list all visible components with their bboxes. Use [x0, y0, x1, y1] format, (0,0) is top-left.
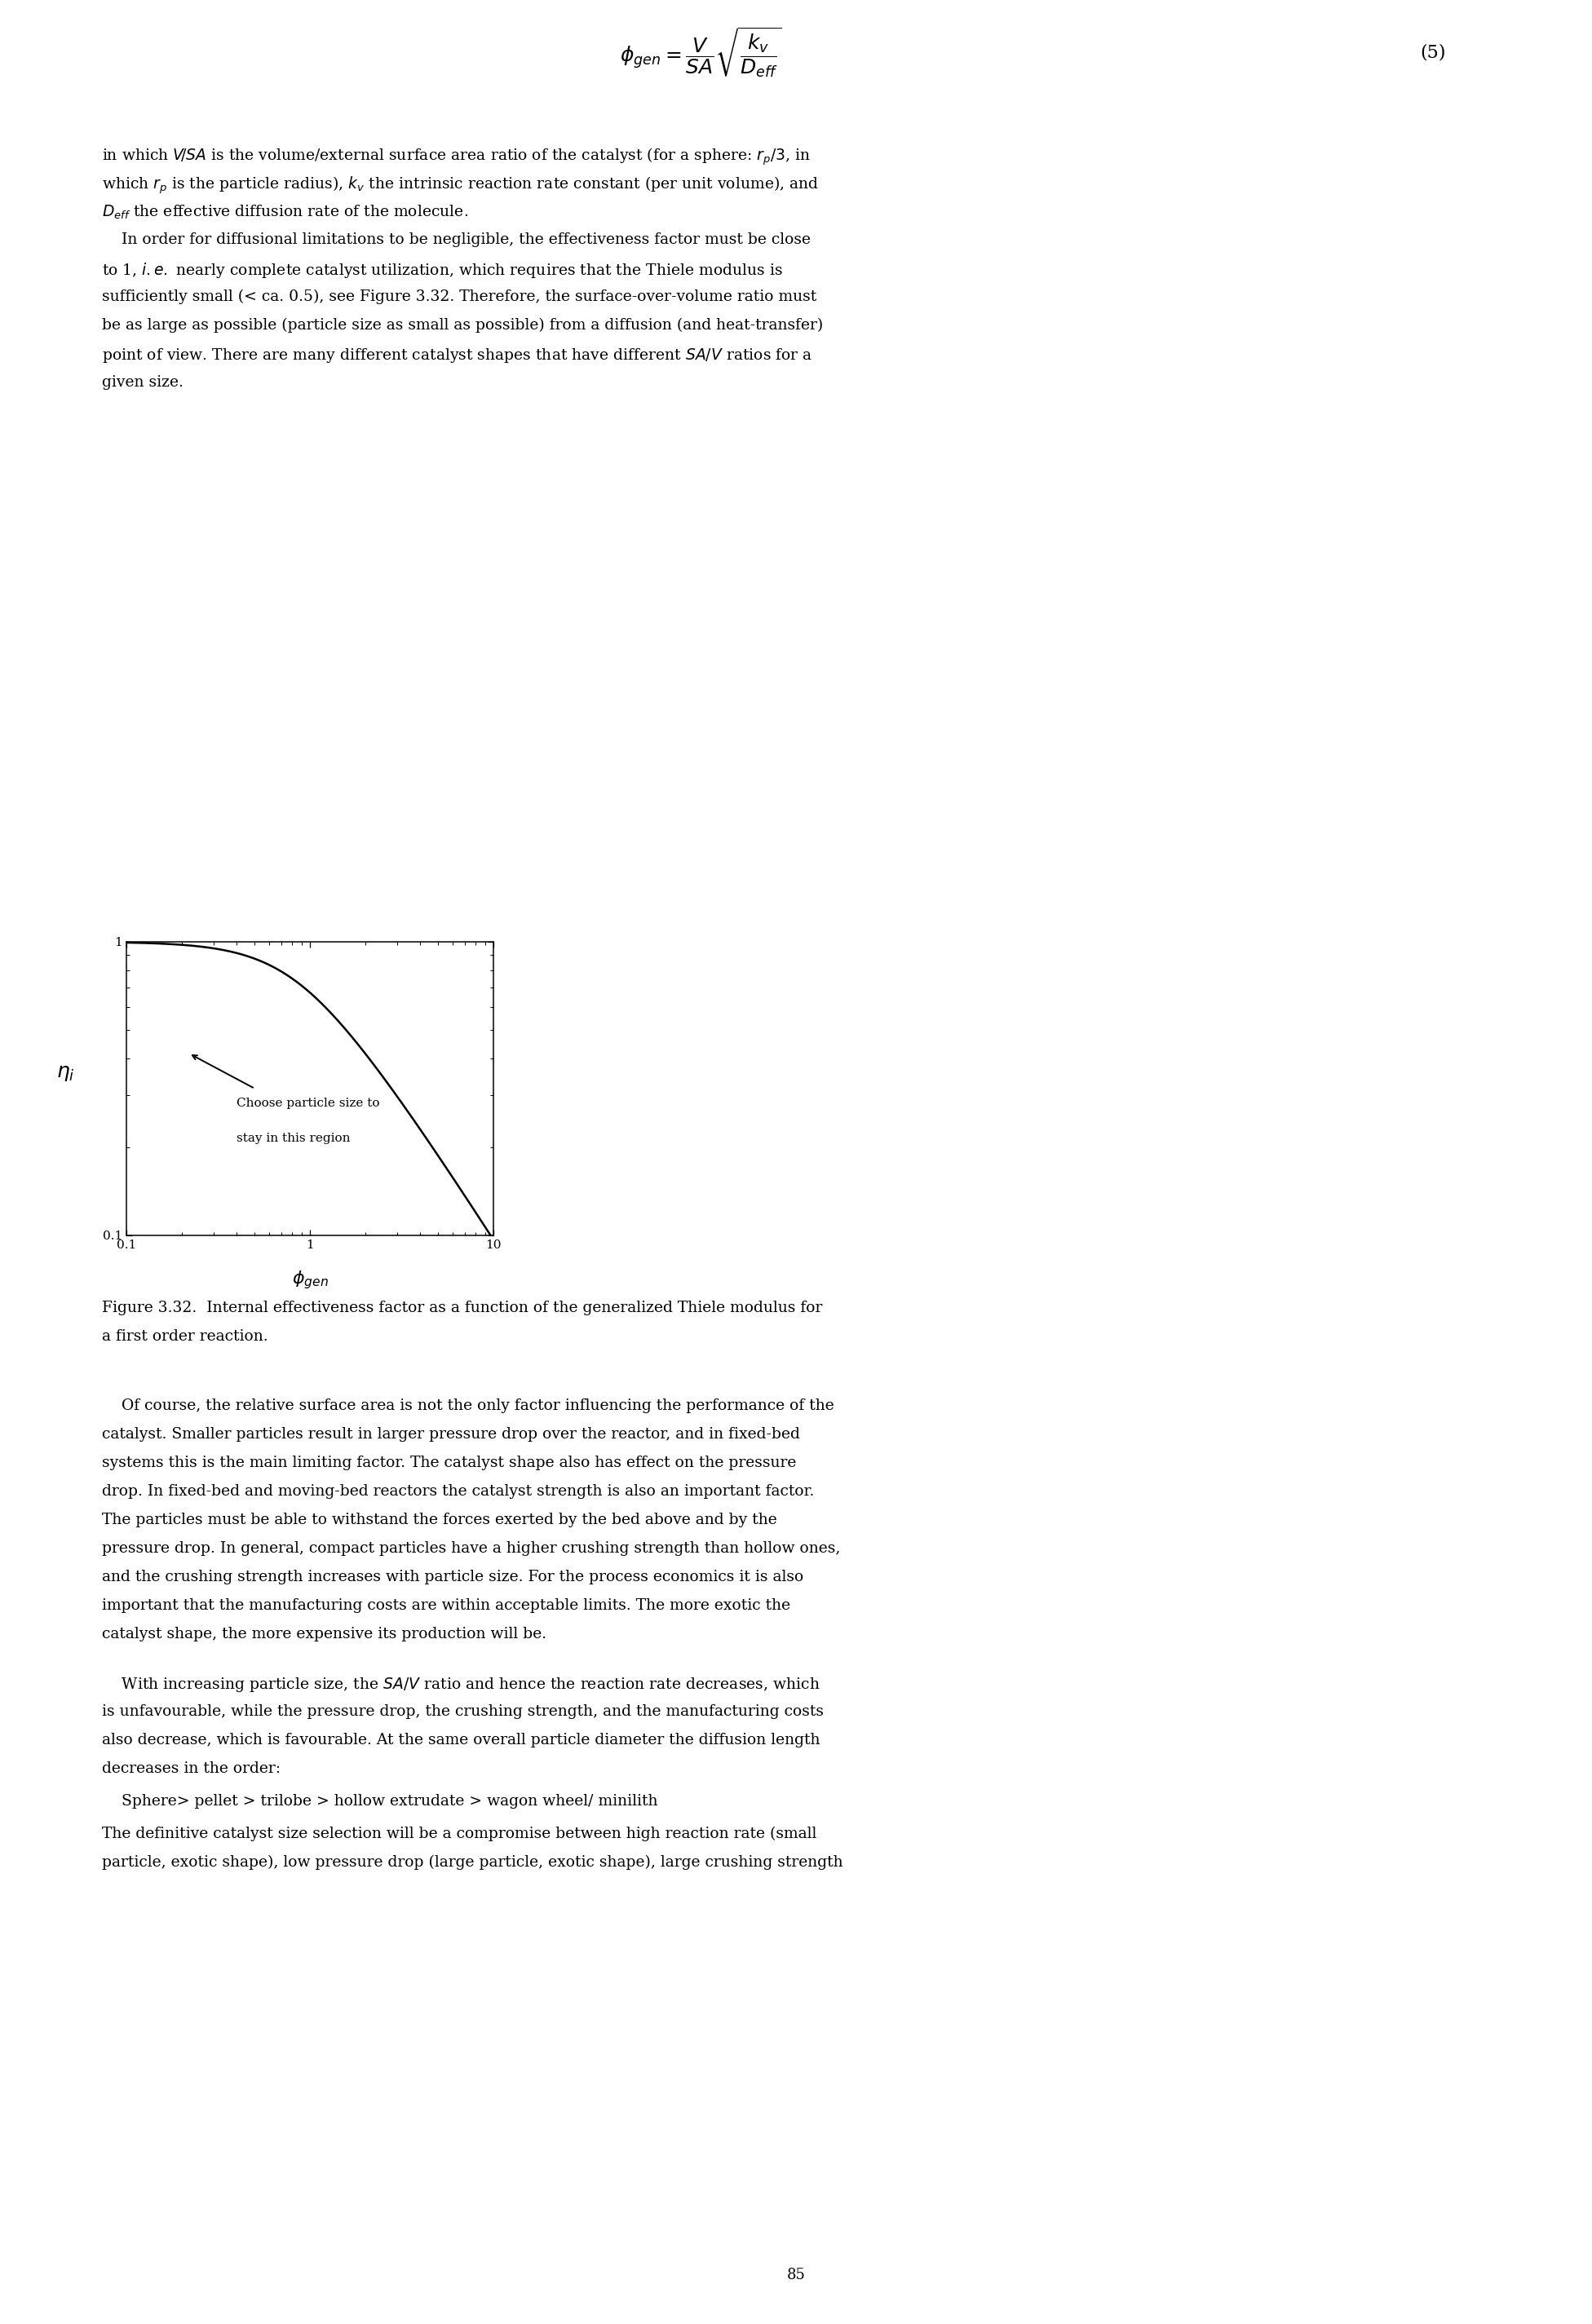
Text: With increasing particle size, the $SA / V$ ratio and hence the reaction rate de: With increasing particle size, the $SA /…	[102, 1676, 820, 1694]
Text: The particles must be able to withstand the forces exerted by the bed above and : The particles must be able to withstand …	[102, 1513, 777, 1527]
Text: Choose particle size to: Choose particle size to	[237, 1097, 379, 1109]
Text: 85: 85	[786, 2268, 806, 2282]
Text: $D_{eff}$ the effective diffusion rate of the molecule.: $D_{eff}$ the effective diffusion rate o…	[102, 205, 468, 221]
Text: $\phi_{gen}$: $\phi_{gen}$	[291, 1269, 328, 1292]
Text: important that the manufacturing costs are within acceptable limits. The more ex: important that the manufacturing costs a…	[102, 1599, 790, 1613]
Text: is unfavourable, while the pressure drop, the crushing strength, and the manufac: is unfavourable, while the pressure drop…	[102, 1703, 823, 1720]
Text: a first order reaction.: a first order reaction.	[102, 1329, 267, 1343]
Text: and the crushing strength increases with particle size. For the process economic: and the crushing strength increases with…	[102, 1569, 804, 1585]
Text: drop. In fixed-bed and moving-bed reactors the catalyst strength is also an impo: drop. In fixed-bed and moving-bed reacto…	[102, 1485, 814, 1499]
Text: decreases in the order:: decreases in the order:	[102, 1762, 280, 1776]
Text: stay in this region: stay in this region	[237, 1132, 350, 1143]
Text: Sphere> pellet > trilobe > hollow extrudate > wagon wheel/ minilith: Sphere> pellet > trilobe > hollow extrud…	[102, 1794, 657, 1808]
Text: which $r_p$ is the particle radius), $k_v$ the intrinsic reaction rate constant : which $r_p$ is the particle radius), $k_…	[102, 174, 818, 195]
Text: also decrease, which is favourable. At the same overall particle diameter the di: also decrease, which is favourable. At t…	[102, 1734, 820, 1748]
Text: to 1, $i.e.$ nearly complete catalyst utilization, which requires that the Thiel: to 1, $i.e.$ nearly complete catalyst ut…	[102, 260, 783, 279]
Text: catalyst. Smaller particles result in larger pressure drop over the reactor, and: catalyst. Smaller particles result in la…	[102, 1427, 799, 1441]
Text: be as large as possible (particle size as small as possible) from a diffusion (a: be as large as possible (particle size a…	[102, 318, 823, 332]
Text: systems this is the main limiting factor. The catalyst shape also has effect on : systems this is the main limiting factor…	[102, 1455, 796, 1471]
Text: particle, exotic shape), low pressure drop (large particle, exotic shape), large: particle, exotic shape), low pressure dr…	[102, 1855, 844, 1871]
Text: in which $V\!/SA$ is the volume/external surface area ratio of the catalyst (for: in which $V\!/SA$ is the volume/external…	[102, 146, 810, 167]
Text: The definitive catalyst size selection will be a compromise between high reactio: The definitive catalyst size selection w…	[102, 1827, 817, 1841]
Text: catalyst shape, the more expensive its production will be.: catalyst shape, the more expensive its p…	[102, 1627, 546, 1641]
Text: sufficiently small (< ca. 0.5), see Figure 3.32. Therefore, the surface-over-vol: sufficiently small (< ca. 0.5), see Figu…	[102, 290, 817, 304]
Text: $\eta_i$: $\eta_i$	[56, 1064, 75, 1083]
Text: point of view. There are many different catalyst shapes that have different $SA : point of view. There are many different …	[102, 346, 812, 365]
Text: (5): (5)	[1420, 44, 1446, 63]
Text: Of course, the relative surface area is not the only factor influencing the perf: Of course, the relative surface area is …	[102, 1399, 834, 1413]
Text: In order for diffusional limitations to be negligible, the effectiveness factor : In order for diffusional limitations to …	[102, 232, 810, 246]
Text: $\phi_{gen} = \dfrac{V}{SA}\sqrt{\dfrac{k_v}{D_{eff}}}$: $\phi_{gen} = \dfrac{V}{SA}\sqrt{\dfrac{…	[619, 26, 782, 79]
Text: Figure 3.32.  Internal effectiveness factor as a function of the generalized Thi: Figure 3.32. Internal effectiveness fact…	[102, 1301, 823, 1315]
Text: pressure drop. In general, compact particles have a higher crushing strength tha: pressure drop. In general, compact parti…	[102, 1541, 841, 1555]
Text: given size.: given size.	[102, 374, 183, 390]
